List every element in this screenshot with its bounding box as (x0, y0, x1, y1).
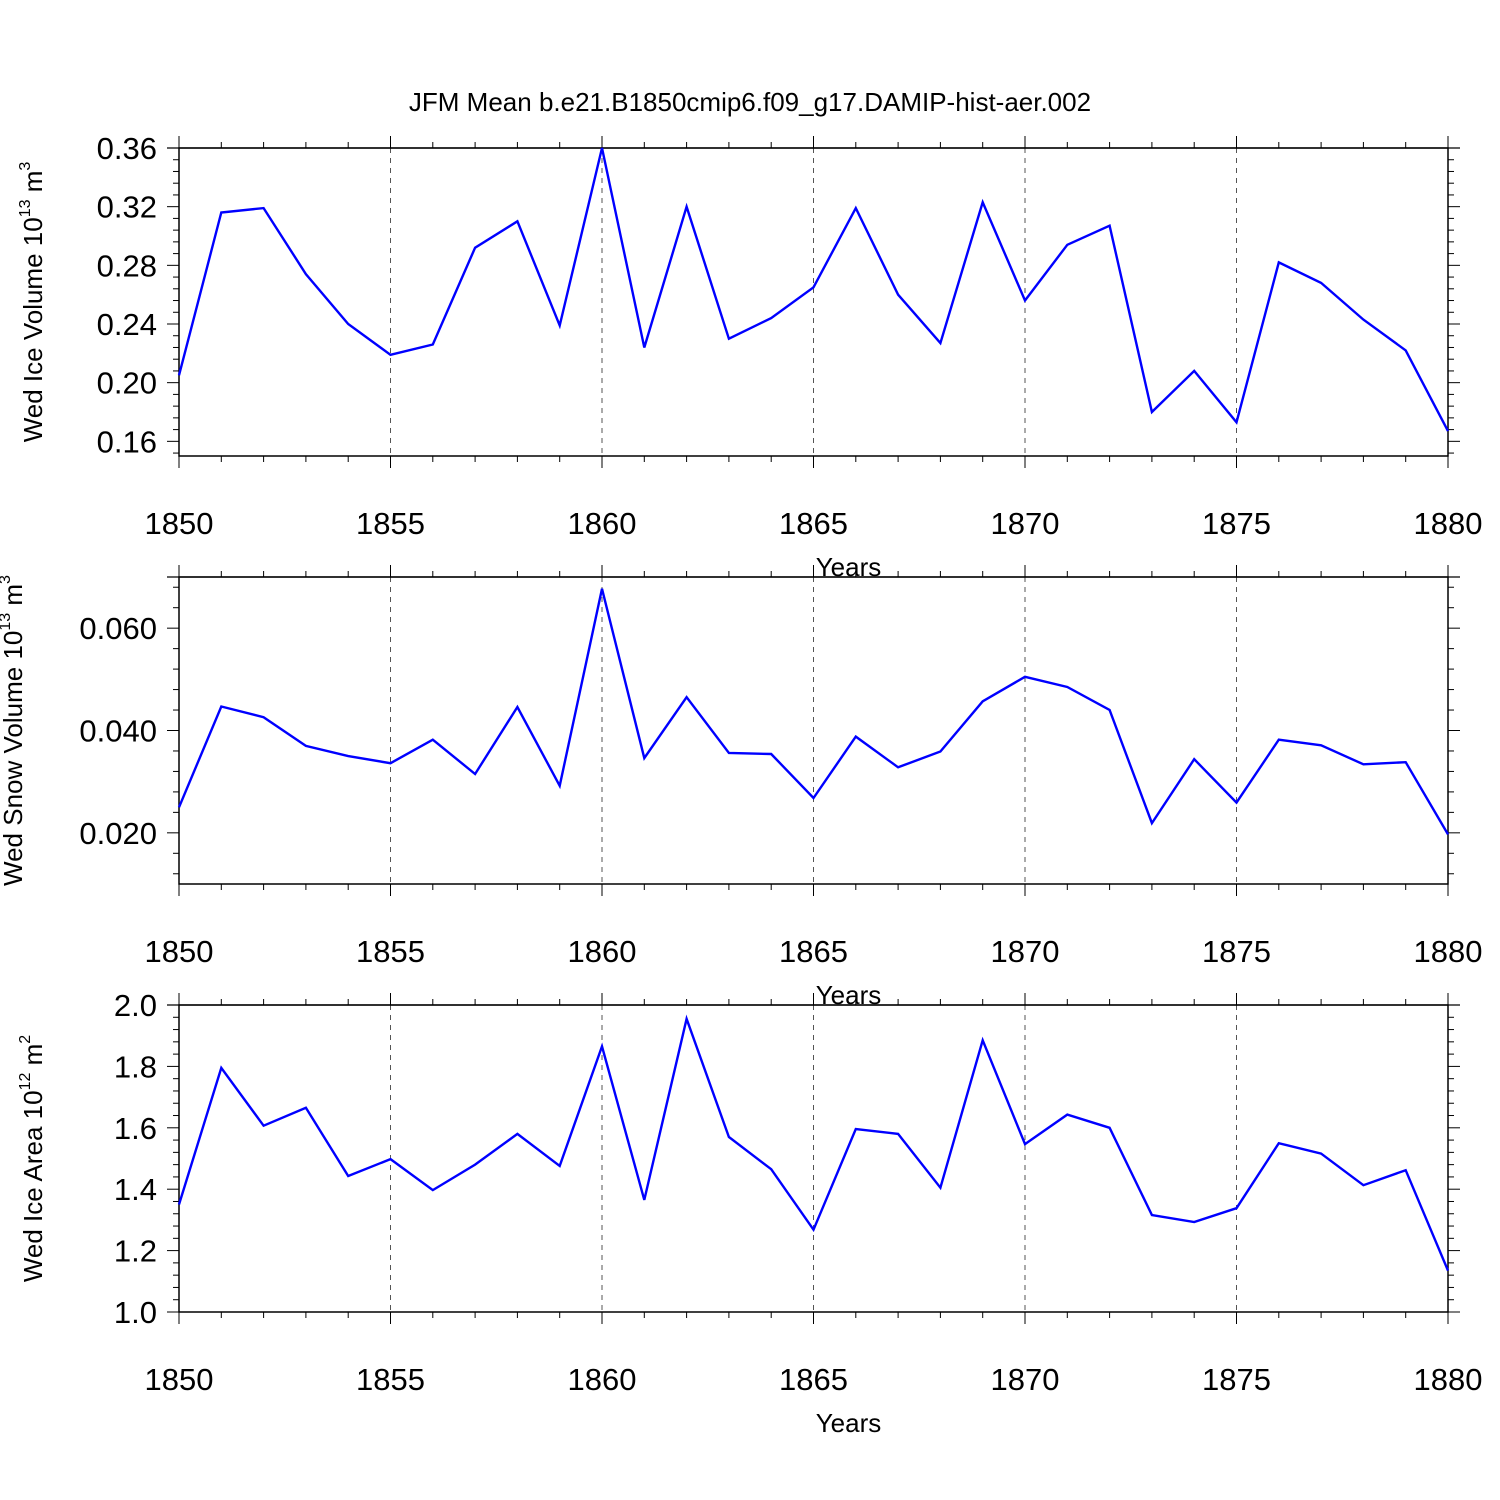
x-tick-label: 1855 (356, 1362, 425, 1397)
x-tick-label: 1860 (568, 1362, 637, 1397)
x-tick-label: 1850 (145, 506, 214, 541)
y-tick-label: 0.040 (79, 714, 157, 749)
x-tick-label: 1865 (779, 934, 848, 969)
series-line (177, 147, 1450, 432)
y-axis-label-base: Wed Ice Area 10 (18, 1090, 48, 1282)
y-axis-label-exponent: 13 (17, 199, 34, 217)
y-tick-label: 1.0 (114, 1295, 157, 1330)
x-tick-label: 1875 (1202, 934, 1271, 969)
x-tick-label: 1850 (145, 1362, 214, 1397)
x-tick-label: 1870 (991, 506, 1060, 541)
x-tick-label: 1850 (145, 934, 214, 969)
x-tick-label: 1855 (356, 506, 425, 541)
x-tick-label: 1855 (356, 934, 425, 969)
panel-1: 0.16 0.20 0.24 0.28 0.32 0.36 1850 1855 1860 1865… (17, 131, 1482, 582)
y-tick-label: 0.24 (97, 307, 157, 342)
x-tick-label: 1870 (991, 934, 1060, 969)
x-axis-label: Years (816, 1408, 882, 1438)
y-axis-label-base: Wed Ice Volume 10 (18, 217, 48, 442)
y-axis-label-unit: m (18, 1044, 48, 1073)
series-line (177, 1014, 1450, 1272)
y-tick-label: 1.2 (114, 1234, 157, 1269)
x-tick-label: 1875 (1202, 506, 1271, 541)
x-tick-label: 1860 (568, 506, 637, 541)
x-tick-label: 1865 (779, 506, 848, 541)
x-tick-label: 1880 (1414, 506, 1483, 541)
y-axis-label-exponent: 12 (17, 1073, 34, 1091)
x-tick-label: 1860 (568, 934, 637, 969)
chart-title: JFM Mean b.e21.B1850cmip6.f09_g17.DAMIP-… (409, 87, 1091, 117)
y-axis-label-base: Wed Snow Volume 10 (0, 631, 28, 886)
y-tick-label: 1.4 (114, 1172, 157, 1207)
y-tick-label: 0.20 (97, 366, 157, 401)
y-tick-label: 1.6 (114, 1111, 157, 1146)
y-tick-label: 0.36 (97, 131, 157, 166)
y-axis-label: Wed Ice Volume 1013 m3 (17, 162, 48, 443)
x-tick-label: 1865 (779, 1362, 848, 1397)
y-axis-label: Wed Ice Area 1012 m2 (17, 1035, 48, 1282)
y-tick-label: 0.32 (97, 190, 157, 225)
y-axis-label-unit-exponent: 2 (17, 1035, 34, 1044)
x-tick-label: 1880 (1414, 934, 1483, 969)
x-tick-label: 1880 (1414, 1362, 1483, 1397)
y-axis-label-exponent: 13 (0, 613, 14, 631)
y-tick-label: 0.16 (97, 424, 157, 459)
y-tick-label: 2.0 (114, 988, 157, 1023)
panel-2: 0.020 0.040 0.060 1850 1855 1860 1865 1870 1875 1… (0, 565, 1482, 1010)
series-line (177, 588, 1450, 836)
x-tick-label: 1870 (991, 1362, 1060, 1397)
y-tick-label: 0.060 (79, 611, 157, 646)
y-axis-label-unit-exponent: 3 (17, 162, 34, 171)
y-axis-label-unit-exponent: 3 (0, 575, 14, 584)
panel-3: 1.0 1.2 1.4 1.6 1.8 2.0 1850 1855 1860 1865 1870 18… (17, 988, 1482, 1438)
y-axis-label: Wed Snow Volume 1013 m3 (0, 575, 28, 886)
y-tick-label: 0.020 (79, 816, 157, 851)
chart-panels: 0.16 0.20 0.24 0.28 0.32 0.36 1850 1855 1860 1865… (0, 131, 1482, 1438)
y-axis-label-unit: m (18, 171, 48, 200)
y-tick-label: 0.28 (97, 248, 157, 283)
y-axis-label-unit: m (0, 584, 28, 613)
x-tick-label: 1875 (1202, 1362, 1271, 1397)
y-tick-label: 1.8 (114, 1049, 157, 1084)
